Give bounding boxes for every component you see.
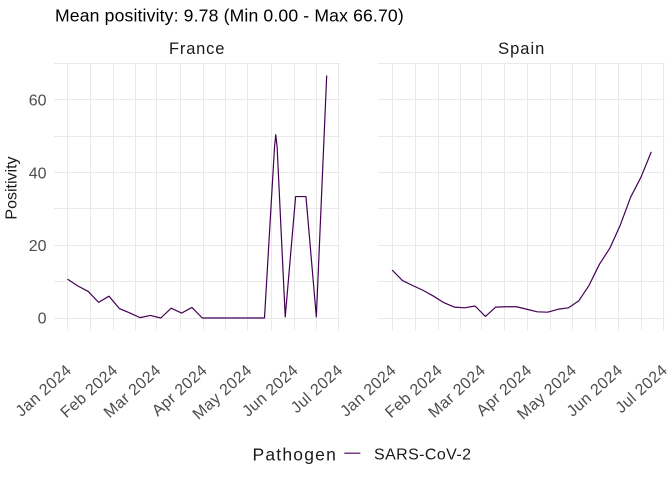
svg-text:Pathogen: Pathogen xyxy=(253,444,338,464)
svg-text:20: 20 xyxy=(29,238,47,255)
svg-text:SARS-CoV-2: SARS-CoV-2 xyxy=(374,447,471,464)
svg-text:France: France xyxy=(169,40,225,58)
svg-text:40: 40 xyxy=(29,165,47,182)
svg-text:Spain: Spain xyxy=(498,40,545,58)
svg-text:Mean positivity: 9.78 (Min 0.0: Mean positivity: 9.78 (Min 0.00 - Max 66… xyxy=(55,6,404,26)
svg-text:60: 60 xyxy=(29,93,47,110)
svg-text:Positivity: Positivity xyxy=(4,156,21,219)
svg-text:0: 0 xyxy=(38,311,47,328)
